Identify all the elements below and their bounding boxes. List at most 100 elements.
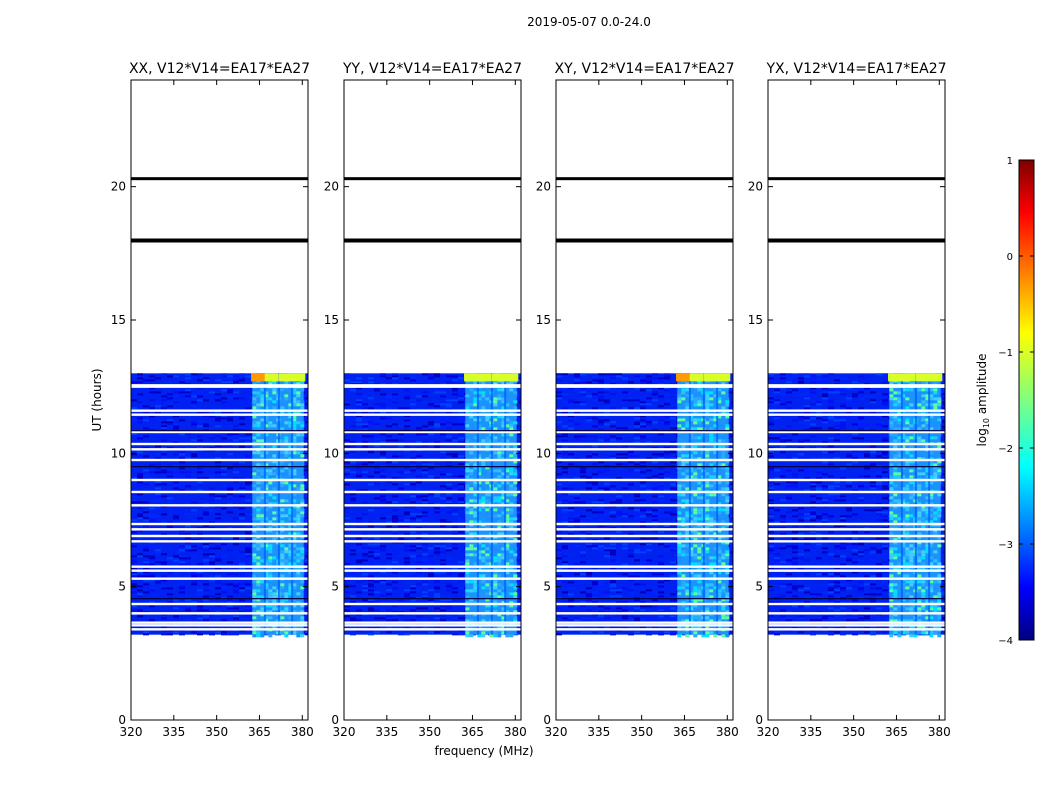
- noise-cell: [434, 425, 440, 428]
- noise-cell: [167, 381, 173, 384]
- noise-cell: [143, 511, 149, 514]
- noise-cell: [239, 563, 245, 566]
- noise-cell: [239, 493, 245, 496]
- band-cell: [264, 499, 269, 503]
- band-cell: [284, 547, 289, 551]
- noise-cell: [652, 509, 658, 512]
- noise-cell: [440, 525, 446, 528]
- noise-cell: [167, 405, 173, 408]
- noise-cell: [239, 517, 245, 520]
- band-cell: [256, 610, 261, 614]
- band-cell: [481, 394, 486, 398]
- noise-cell: [434, 375, 440, 378]
- band-cell: [260, 445, 265, 449]
- noise-cell: [203, 559, 209, 562]
- noise-cell: [233, 589, 239, 592]
- band-cell: [292, 391, 297, 395]
- noise-cell: [410, 461, 416, 464]
- band-cell: [501, 631, 506, 635]
- noise-cell: [344, 615, 350, 618]
- band-cell: [513, 487, 518, 491]
- noise-cell: [368, 377, 374, 380]
- noise-cell: [149, 375, 155, 378]
- noise-cell: [440, 521, 446, 524]
- noise-cell: [446, 497, 452, 500]
- noise-cell: [344, 461, 350, 464]
- band-cell: [300, 571, 305, 575]
- noise-cell: [374, 609, 380, 612]
- noise-cell: [640, 499, 646, 502]
- band-cell: [477, 463, 482, 467]
- band-cell: [481, 502, 486, 506]
- noise-cell: [185, 605, 191, 608]
- noise-cell: [155, 471, 161, 474]
- band-cell: [477, 550, 482, 554]
- noise-cell: [580, 381, 586, 384]
- noise-cell: [350, 441, 356, 444]
- noise-cell: [458, 497, 464, 500]
- band-cell: [481, 496, 486, 500]
- band-cell: [485, 451, 490, 455]
- band-cell: [513, 472, 518, 476]
- noise-cell: [305, 411, 308, 414]
- band-cell: [505, 544, 510, 548]
- noise-cell: [556, 461, 562, 464]
- noise-cell: [422, 521, 428, 524]
- noise-cell: [305, 469, 308, 472]
- noise-cell: [197, 609, 203, 612]
- band-cell: [473, 397, 478, 401]
- noise-cell: [239, 579, 245, 582]
- band-cell: [284, 454, 289, 458]
- noise-cell: [604, 419, 610, 422]
- band-cell: [264, 583, 269, 587]
- noise-cell: [380, 451, 386, 454]
- noise-cell: [416, 513, 422, 516]
- noise-cell: [562, 515, 568, 518]
- noise-cell: [161, 455, 167, 458]
- noise-cell: [404, 445, 410, 448]
- noise-cell: [416, 441, 422, 444]
- band-cell: [284, 436, 289, 440]
- noise-cell: [658, 487, 664, 490]
- noise-cell: [380, 463, 386, 466]
- band-cell: [260, 469, 265, 473]
- band-cell: [505, 493, 510, 497]
- noise-cell: [580, 373, 586, 376]
- noise-cell: [155, 549, 161, 552]
- noise-cell: [518, 471, 521, 474]
- noise-cell: [368, 571, 374, 574]
- noise-cell: [646, 441, 652, 444]
- band-cell: [280, 460, 285, 464]
- noise-cell: [586, 475, 592, 478]
- noise-cell: [580, 435, 586, 438]
- noise-cell: [562, 525, 568, 528]
- noise-cell: [422, 461, 428, 464]
- y-tick-label: 5: [118, 580, 126, 594]
- band-cell: [260, 400, 265, 404]
- band-cell: [284, 463, 289, 467]
- noise-cell: [221, 633, 227, 636]
- band-cell: [501, 406, 506, 410]
- noise-cell: [362, 395, 368, 398]
- band-cell: [509, 415, 514, 419]
- noise-cell: [416, 563, 422, 566]
- band-cell: [477, 631, 482, 635]
- band-cell: [469, 472, 474, 476]
- band-cell: [260, 580, 265, 584]
- noise-cell: [233, 481, 239, 484]
- band-cell: [493, 634, 498, 638]
- band-cell: [473, 613, 478, 617]
- noise-cell: [350, 471, 356, 474]
- noise-cell: [446, 567, 452, 570]
- noise-cell: [664, 381, 670, 384]
- noise-cell: [245, 555, 251, 558]
- noise-cell: [440, 531, 446, 534]
- noise-cell: [380, 495, 386, 498]
- band-cell: [280, 520, 285, 524]
- noise-cell: [191, 391, 197, 394]
- noise-cell: [374, 433, 380, 436]
- band-cell: [300, 508, 305, 512]
- band-cell: [497, 526, 502, 530]
- noise-cell: [622, 513, 628, 516]
- band-cell: [280, 544, 285, 548]
